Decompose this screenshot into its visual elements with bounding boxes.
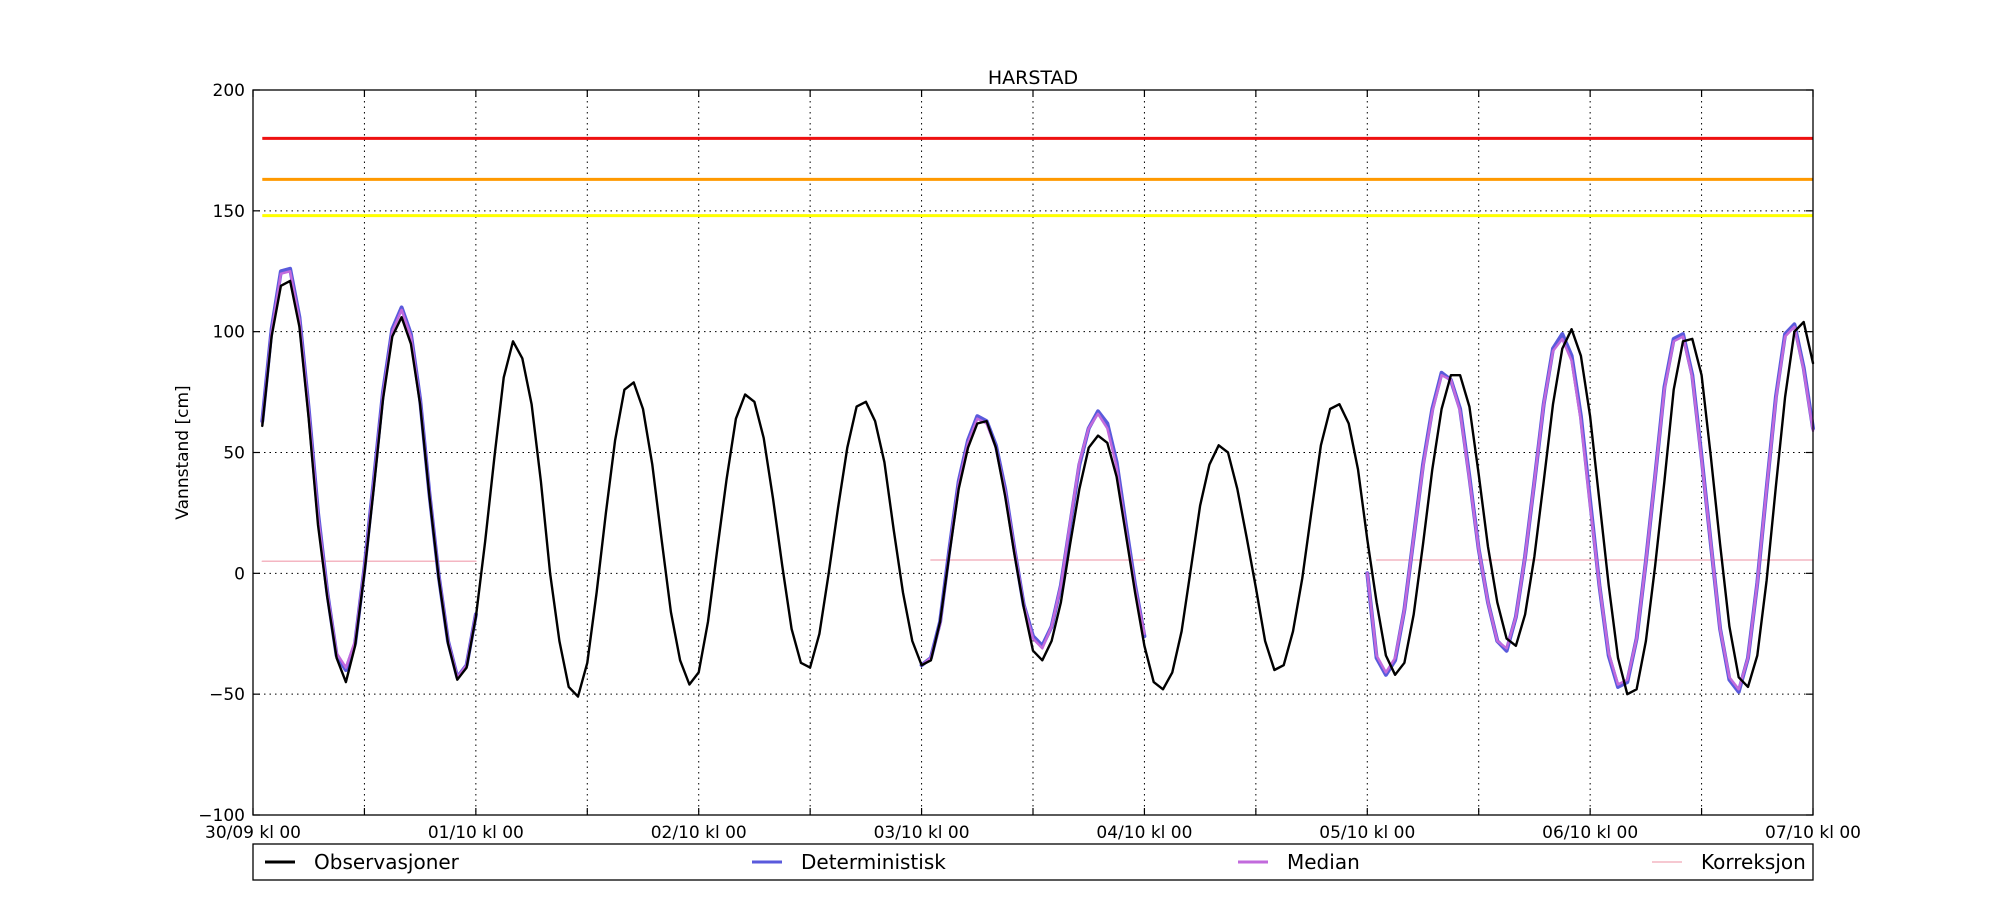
x-tick-label: 07/10 kl 00 (1765, 823, 1861, 843)
legend-label-korreksjon: Korreksjon (1701, 850, 1806, 874)
series-lines (260, 266, 1815, 698)
series-line-observasjoner (261, 279, 1815, 698)
legend-label-deterministisk: Deterministisk (801, 850, 946, 874)
y-tick-label: 50 (223, 444, 245, 464)
x-tick-label: 30/09 kl 00 (205, 823, 301, 843)
series-line-deterministisk (919, 409, 1147, 668)
y-axis-label: Vannstand [cm] (173, 385, 193, 519)
x-tick-label: 04/10 kl 00 (1096, 823, 1192, 843)
y-tick-label: 0 (234, 564, 245, 584)
legend: Observasjoner Deterministisk Median Korreks… (252, 843, 1814, 881)
series-line-median (920, 412, 1146, 667)
grid-lines (253, 90, 1813, 815)
x-tick-label: 02/10 kl 00 (651, 823, 747, 843)
legend-label-median: Median (1287, 850, 1360, 874)
x-tick-label: 06/10 kl 00 (1542, 823, 1638, 843)
x-tick-label: 01/10 kl 00 (428, 823, 524, 843)
series-line-median (1366, 325, 1815, 691)
y-tick-label: 200 (213, 81, 245, 101)
y-tick-label: 100 (213, 323, 245, 343)
x-tick-label: 03/10 kl 00 (874, 823, 970, 843)
y-tick-label: 150 (213, 202, 245, 222)
y-tick-label: −50 (209, 685, 245, 705)
legend-label-observasjoner: Observasjoner (314, 850, 460, 874)
legend-frame (252, 843, 1814, 881)
y-tick-label: −100 (198, 806, 245, 826)
x-tick-label: 05/10 kl 00 (1319, 823, 1415, 843)
axis-ticks: −100 −50 0 50 100 150 200 30/09 kl 00 01/10 kl 0… (198, 81, 1861, 843)
threshold-lines (262, 136, 1813, 218)
chart-title: HARSTAD (988, 67, 1078, 89)
